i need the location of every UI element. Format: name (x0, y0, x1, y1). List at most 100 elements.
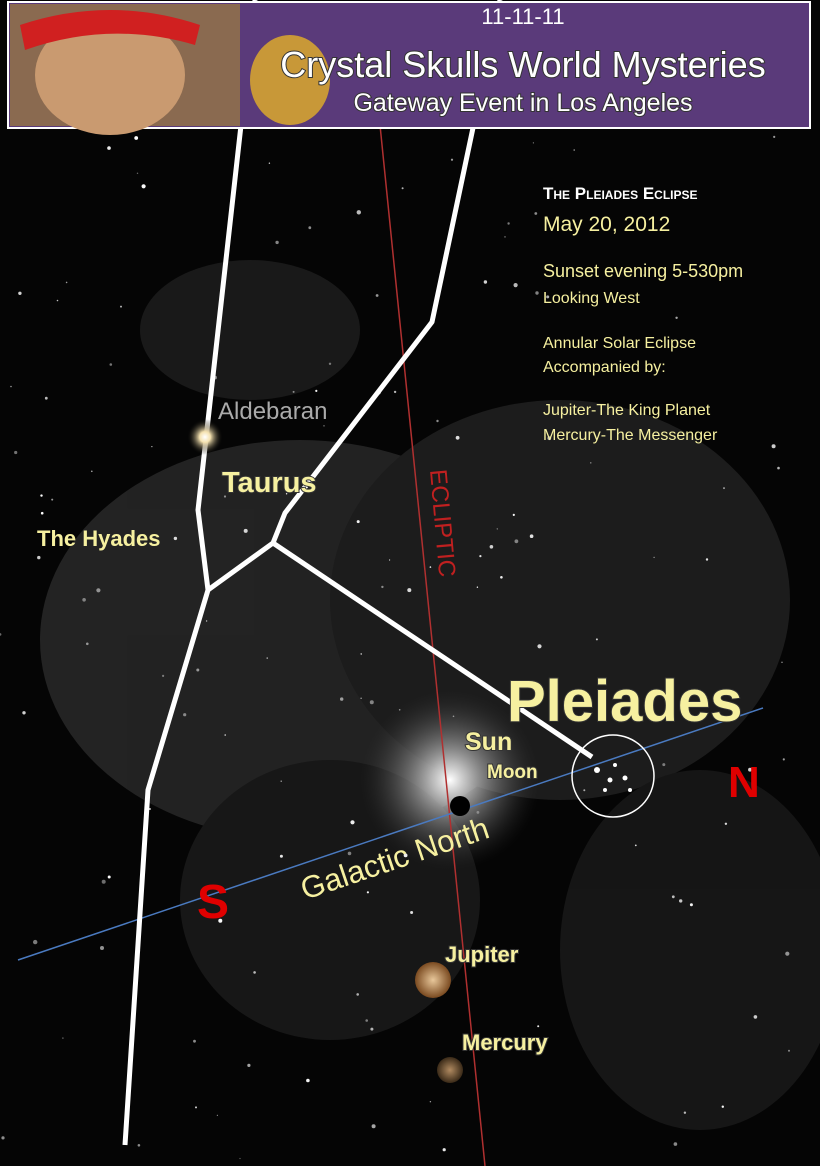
star (10, 386, 12, 388)
banner: 11-11-11 Crystal Skulls World Mysteries … (8, 2, 810, 135)
star (788, 1050, 790, 1052)
info-planet: Mercury-The Messenger (543, 427, 718, 444)
jupiter-label: Jupiter (445, 942, 519, 967)
star (174, 537, 177, 540)
star (224, 734, 226, 736)
star (490, 545, 494, 549)
star (785, 952, 789, 956)
star (280, 855, 283, 858)
moon (450, 796, 470, 816)
star (722, 1106, 724, 1108)
star (357, 210, 361, 214)
star (684, 1112, 686, 1114)
star (108, 876, 111, 879)
star (497, 528, 498, 529)
star (110, 363, 113, 366)
star (356, 993, 359, 996)
star (361, 698, 362, 699)
star (754, 1015, 758, 1019)
star (515, 539, 519, 543)
star (306, 1079, 310, 1083)
star (407, 588, 411, 592)
sun-label: Sun (465, 728, 512, 756)
star (706, 558, 708, 560)
star (783, 758, 785, 760)
star (196, 669, 199, 672)
star (430, 1101, 431, 1102)
star (451, 159, 453, 161)
star (281, 781, 282, 782)
star (675, 317, 677, 319)
star (134, 136, 138, 140)
star (381, 586, 383, 588)
star (723, 487, 725, 489)
banner-title: Crystal Skulls World Mysteries (280, 44, 765, 85)
star (781, 662, 782, 663)
star (86, 643, 89, 646)
star (293, 391, 295, 393)
star (96, 588, 100, 592)
star (151, 446, 152, 447)
star (45, 397, 48, 400)
star (62, 1037, 63, 1038)
page: 11-11-11 Crystal Skulls World Mysteries … (0, 0, 820, 1166)
star (367, 891, 369, 893)
star (275, 241, 278, 244)
star (142, 184, 146, 188)
poster: 11-11-11 Crystal Skulls World Mysteries … (0, 0, 820, 1166)
star (376, 294, 379, 297)
star (33, 940, 37, 944)
star (193, 1040, 196, 1043)
star (308, 226, 311, 229)
info-event: Annular Solar Eclipse (543, 335, 696, 352)
star (102, 880, 106, 884)
star (533, 142, 534, 143)
star (267, 657, 268, 658)
info-time: Sunset evening 5-530pm (543, 261, 743, 281)
star (244, 529, 248, 533)
star (323, 425, 324, 426)
star (239, 1158, 240, 1159)
star (51, 499, 53, 501)
star (100, 946, 104, 950)
info-title: The Pleiades Eclipse (543, 184, 698, 203)
star (66, 282, 68, 284)
star (217, 1115, 218, 1116)
star (662, 763, 665, 766)
info-date: May 20, 2012 (543, 213, 670, 236)
star (183, 713, 186, 716)
star (690, 903, 693, 906)
star (410, 911, 413, 914)
star (40, 494, 42, 496)
star (361, 653, 362, 654)
north-label: N (728, 758, 760, 807)
star (430, 566, 432, 568)
south-label: S (197, 876, 229, 929)
star (120, 306, 122, 308)
star (537, 1025, 539, 1027)
aldebaran-label: Aldebaran (218, 398, 327, 425)
star (535, 291, 538, 294)
star (372, 1124, 376, 1128)
jupiter-planet (415, 962, 451, 998)
star (91, 471, 93, 473)
star (573, 149, 575, 151)
star (777, 467, 780, 470)
star (253, 971, 256, 974)
star (456, 436, 460, 440)
star (772, 444, 776, 448)
star (1, 1136, 4, 1139)
star (18, 292, 21, 295)
star (504, 236, 505, 237)
banner-subtitle: Gateway Event in Los Angeles (353, 89, 692, 117)
pleiades-label: Pleiades (507, 669, 742, 734)
info-direction: Looking West (543, 290, 640, 307)
star (402, 187, 404, 189)
star (389, 559, 390, 560)
star (530, 534, 534, 538)
star (357, 520, 360, 523)
star (329, 363, 331, 365)
star (37, 556, 40, 559)
star (479, 555, 481, 557)
star (436, 420, 438, 422)
